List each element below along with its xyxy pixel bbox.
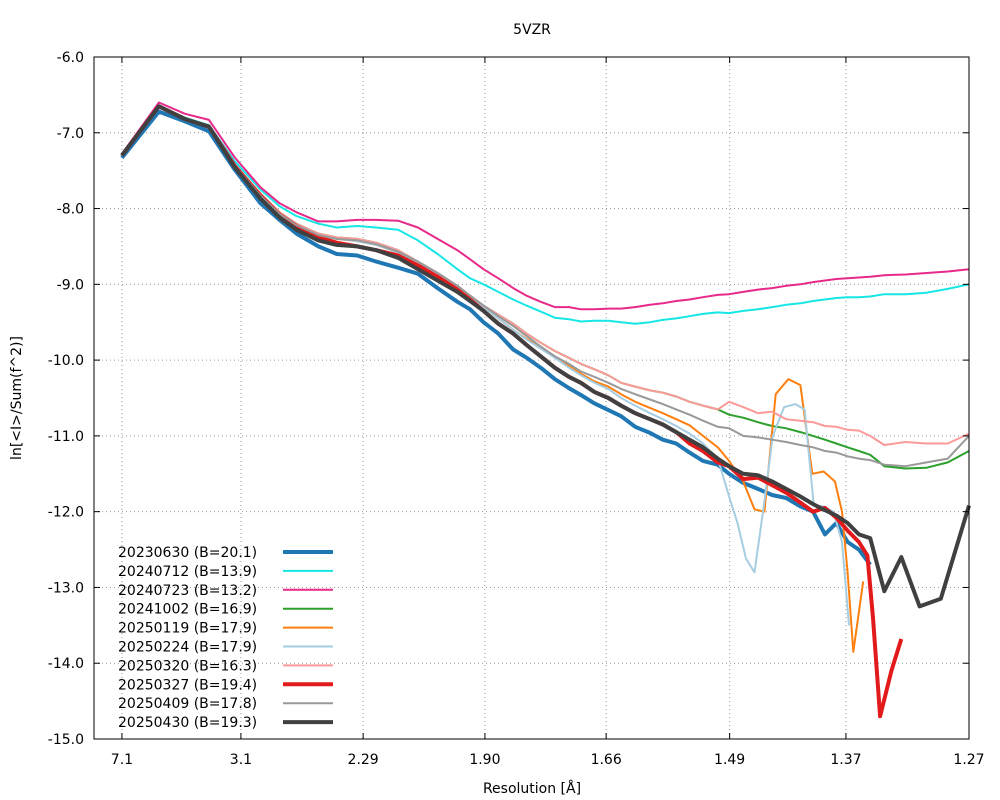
x-tick-label: 1.27 <box>953 752 984 768</box>
chart-title: 5VZR <box>513 22 551 38</box>
legend-label: 20241002 (B=16.9) <box>118 602 257 618</box>
x-tick-label: 3.1 <box>230 752 252 768</box>
y-tick-label: -13.0 <box>48 580 84 596</box>
y-tick-label: -6.0 <box>57 50 84 66</box>
legend-label: 20250119 (B=17.9) <box>118 621 257 637</box>
y-tick-label: -9.0 <box>57 277 84 293</box>
legend: 20230630 (B=20.1) 20240712 (B=13.9) 202407… <box>118 545 333 731</box>
x-tick-label: 1.66 <box>591 752 622 768</box>
series-line-1 <box>120 109 872 566</box>
series-line-2 <box>121 105 970 325</box>
y-tick-label: -15.0 <box>48 732 84 748</box>
series-line-7 <box>121 105 970 446</box>
x-tick-label: 1.49 <box>714 752 745 768</box>
plot-frame <box>93 56 970 740</box>
y-tick-label: -8.0 <box>57 202 84 218</box>
y-tick-label: -14.0 <box>48 656 84 672</box>
y-tick-label: -7.0 <box>57 126 84 142</box>
x-tick-label: 2.29 <box>348 752 379 768</box>
legend-label: 20240712 (B=13.9) <box>118 564 257 580</box>
legend-label: 20250224 (B=17.9) <box>118 640 257 656</box>
y-tick-label: -11.0 <box>48 429 84 445</box>
series-layer <box>120 101 971 719</box>
axis-ticks: -6.0 -7.0 -8.0 -9.0 -10.0 -11.0 -12.0 -13.0 -14.… <box>48 50 985 768</box>
legend-label: 20230630 (B=20.1) <box>118 545 257 561</box>
legend-label: 20250327 (B=19.4) <box>118 677 257 693</box>
series-line-10 <box>120 104 971 609</box>
x-tick-label: 1.90 <box>469 752 500 768</box>
series-line-3 <box>121 101 970 311</box>
x-tick-label: 1.37 <box>830 752 861 768</box>
legend-label: 20250430 (B=19.3) <box>118 715 257 731</box>
x-axis-label: Resolution [Å] <box>483 780 581 797</box>
y-axis-label: ln[<I>/Sum(f^2)] <box>9 336 25 460</box>
y-tick-label: -10.0 <box>48 353 84 369</box>
y-tick-label: -12.0 <box>48 505 84 521</box>
legend-label: 20250409 (B=17.8) <box>118 696 257 712</box>
x-tick-label: 7.1 <box>111 752 133 768</box>
legend-label: 20250320 (B=16.3) <box>118 658 257 674</box>
series-line-9 <box>121 105 970 468</box>
legend-label: 20240723 (B=13.2) <box>118 583 257 599</box>
